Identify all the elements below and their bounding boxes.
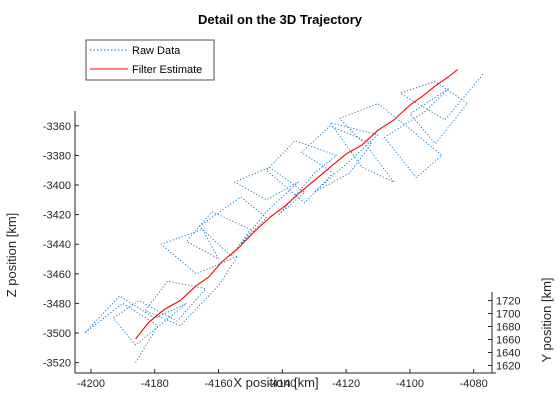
x-axis-title: X position [km] bbox=[233, 375, 318, 390]
y-depth-tick-label: 1680 bbox=[496, 322, 520, 334]
legend-raw-data-label: Raw Data bbox=[132, 45, 181, 57]
y-depth-tick-label: 1620 bbox=[496, 360, 520, 372]
z-tick-label: -3420 bbox=[43, 210, 71, 222]
z-axis-ticks: -3360 -3380 -3400 -3420 -3440 -3460 -3480 -3500… bbox=[43, 121, 79, 370]
z-tick-label: -3520 bbox=[43, 358, 71, 370]
z-tick-label: -3480 bbox=[43, 298, 71, 310]
x-tick-label: -4100 bbox=[396, 378, 424, 390]
x-tick-label: -4120 bbox=[332, 378, 360, 390]
y-depth-tick-label: 1700 bbox=[496, 309, 520, 321]
z-tick-label: -3380 bbox=[43, 150, 71, 162]
y-depth-tick-label: 1660 bbox=[496, 334, 520, 346]
x-tick-label: -4080 bbox=[460, 378, 488, 390]
y-depth-axis-title: Y position [km] bbox=[539, 277, 554, 362]
chart-title: Detail on the 3D Trajectory bbox=[198, 12, 363, 27]
y-depth-tick-label: 1640 bbox=[496, 347, 520, 359]
x-tick-label: -4140 bbox=[268, 378, 296, 390]
z-tick-label: -3360 bbox=[43, 121, 71, 133]
x-tick-label: -4180 bbox=[141, 378, 169, 390]
x-axis-ticks: -4200 -4180 -4160 -4140 -4120 -4100 -4080 bbox=[77, 369, 488, 390]
series-line-filter-estimate bbox=[135, 69, 459, 340]
legend: Raw Data Filter Estimate bbox=[85, 39, 215, 81]
z-axis-title: Z position [km] bbox=[4, 213, 19, 298]
legend-filter-estimate-label: Filter Estimate bbox=[132, 64, 202, 76]
x-tick-label: -4200 bbox=[77, 378, 105, 390]
y-depth-tick-label: 1720 bbox=[496, 296, 520, 308]
z-tick-label: -3400 bbox=[43, 180, 71, 192]
z-tick-label: -3500 bbox=[43, 328, 71, 340]
z-tick-label: -3440 bbox=[43, 239, 71, 251]
series-layer bbox=[84, 69, 484, 363]
legend-box bbox=[85, 39, 215, 81]
x-tick-label: -4160 bbox=[204, 378, 232, 390]
z-tick-label: -3460 bbox=[43, 269, 71, 281]
